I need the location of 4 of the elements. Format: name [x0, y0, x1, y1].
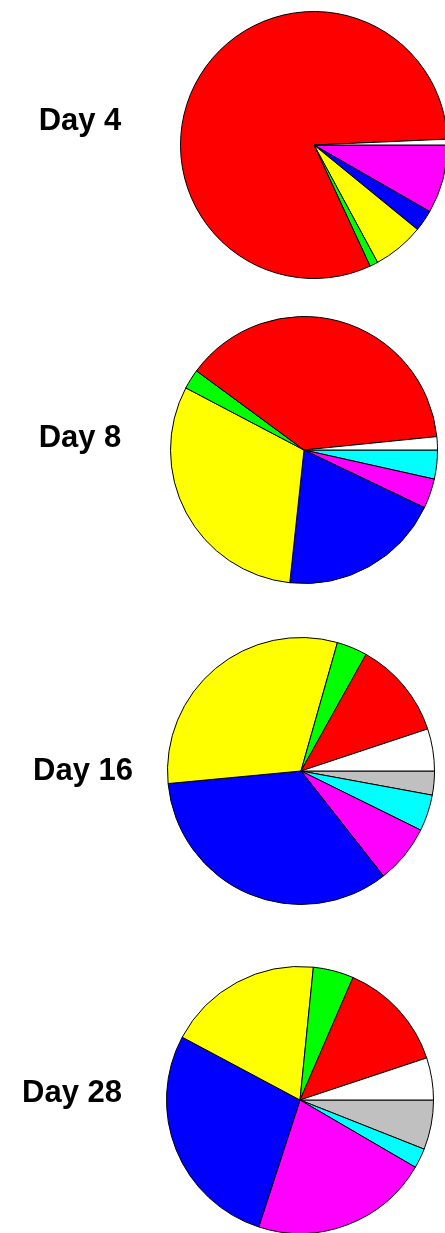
text: Day 4 [38, 102, 122, 138]
text: Day 8 [38, 419, 122, 455]
text: Day 16 [33, 752, 133, 788]
text: Day 28 [22, 1074, 122, 1110]
